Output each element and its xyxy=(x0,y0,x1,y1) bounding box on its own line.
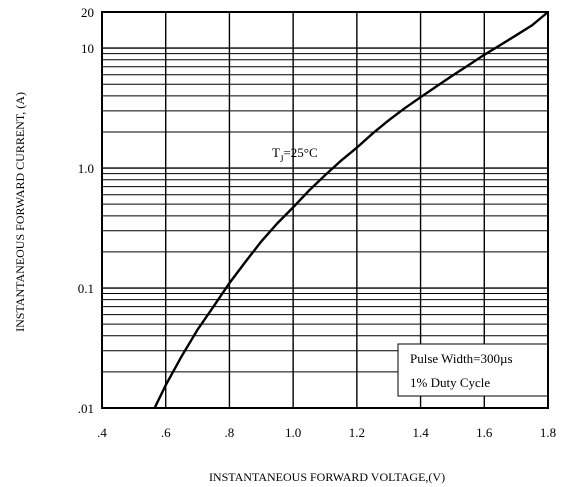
y-tick-label: .01 xyxy=(78,401,94,416)
duty-cycle-label: 1% Duty Cycle xyxy=(410,375,490,390)
x-axis-label: INSTANTANEOUS FORWARD VOLTAGE,(V) xyxy=(209,470,445,484)
pulse-annotation-box xyxy=(397,343,549,397)
temperature-annotation: TJ=25°C xyxy=(272,145,318,164)
x-tick-label: 1.4 xyxy=(412,425,429,440)
y-tick-label: 10 xyxy=(81,41,94,56)
x-tick-label: 1.2 xyxy=(349,425,365,440)
forward-current-curve xyxy=(153,11,549,409)
pulse-width-label: Pulse Width=300µs xyxy=(410,351,513,366)
chart-grid xyxy=(102,11,548,408)
x-tick-label: 1.6 xyxy=(476,425,493,440)
y-tick-label: 1.0 xyxy=(78,161,94,176)
y-tick-label: 20 xyxy=(81,5,94,20)
x-tick-label: .4 xyxy=(97,425,107,440)
x-tick-label: .6 xyxy=(161,425,171,440)
y-axis-label: INSTANTANEOUS FORWARD CURRENT, (A) xyxy=(13,92,27,332)
x-tick-label: 1.0 xyxy=(285,425,301,440)
plot-frame xyxy=(101,11,549,409)
y-tick-labels: .01 0.1 1.0 10 20 xyxy=(78,5,94,416)
x-tick-labels: .4 .6 .8 1.0 1.2 1.4 1.6 1.8 xyxy=(97,425,556,440)
y-tick-label: 0.1 xyxy=(78,281,94,296)
x-tick-label: 1.8 xyxy=(540,425,556,440)
x-tick-label: .8 xyxy=(225,425,235,440)
